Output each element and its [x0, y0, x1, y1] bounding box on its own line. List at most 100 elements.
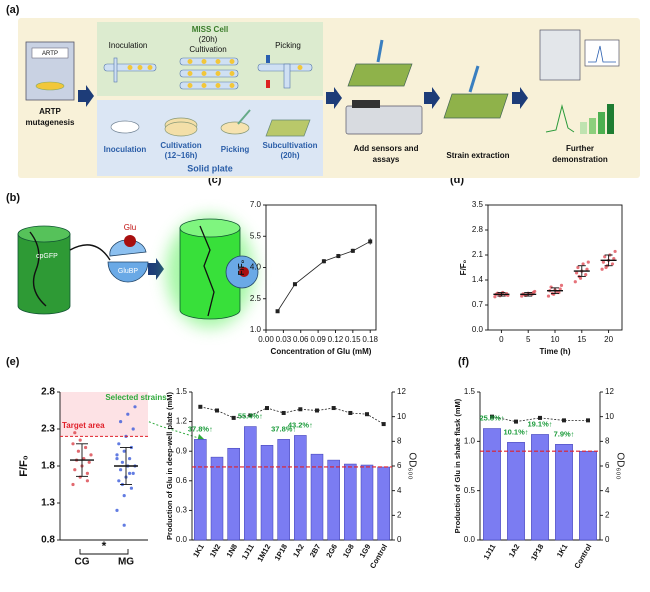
x-tick-label: 20 — [604, 335, 613, 344]
data-point — [131, 427, 135, 431]
data-point — [546, 294, 551, 298]
step-label: (20h) — [199, 35, 218, 44]
plate-reader — [345, 105, 423, 135]
step-label: Picking — [221, 145, 250, 154]
data-point — [533, 289, 537, 294]
protein-label: cpGFP — [36, 253, 58, 260]
data-point — [601, 260, 606, 264]
y-tick-label: 0.8 — [41, 535, 55, 546]
od-marker — [248, 413, 253, 418]
data-point — [493, 295, 497, 299]
percent-label: 43.2%↑ — [288, 420, 313, 429]
arrow — [512, 87, 528, 109]
pipette — [468, 65, 480, 93]
y2-tick-label: 6 — [397, 461, 402, 470]
ligand-label: Glu — [124, 223, 136, 232]
bar — [327, 459, 340, 541]
y2-tick-label: 0 — [605, 535, 610, 544]
y-tick-label: 1.8 — [41, 461, 55, 472]
well-plate — [443, 93, 509, 119]
step-label: (12~16h) — [165, 151, 198, 160]
data-point — [559, 283, 564, 287]
plot-frame — [265, 204, 377, 331]
data-point — [131, 471, 135, 475]
percent-label: 10.1%↑ — [503, 427, 528, 436]
device-label: ARTP — [42, 51, 58, 57]
percent-label: 19.1%↑ — [527, 419, 552, 428]
x-tick-label: 2B7 — [308, 542, 323, 558]
panel-label: (a) — [6, 4, 20, 16]
od-marker — [562, 418, 566, 423]
step-label: Further — [566, 144, 594, 153]
panel-label: (f) — [458, 356, 469, 368]
x-tick-label: 1J11 — [482, 542, 498, 561]
glubp-lower — [107, 261, 149, 283]
panel-label: (b) — [6, 192, 20, 204]
annotation: * — [102, 539, 107, 553]
sensor-diagram: cpGFP GluBP Glu — [17, 216, 259, 328]
box-title: Solid plate — [187, 163, 233, 173]
data-point — [119, 420, 123, 424]
y-tick-label: 0.9 — [176, 446, 188, 455]
y-axis-label: F/F₀ — [237, 259, 246, 275]
od-marker — [265, 406, 269, 411]
x-tick-label: 1K1 — [191, 542, 206, 558]
x-tick-label: 0.12 — [328, 335, 344, 344]
solid-plate-box — [97, 100, 323, 176]
data-point — [85, 479, 89, 483]
data-point — [115, 508, 119, 512]
data-point — [585, 267, 589, 271]
x-tick-label: 10 — [551, 335, 560, 344]
y-axis-label: Production of Glu in shake flask (mM) — [453, 398, 462, 533]
percent-label: 7.9%↑ — [554, 429, 575, 438]
y-tick-label: 2.1 — [472, 250, 484, 259]
marker — [292, 282, 297, 287]
y-tick-label: 7.0 — [250, 200, 262, 209]
data-point — [613, 249, 617, 254]
x-tick-label: 1P18 — [273, 542, 290, 562]
x-axis-label: Concentration of Glu (mM) — [271, 347, 372, 356]
data-point — [71, 442, 75, 446]
y2-tick-label: 10 — [605, 412, 614, 421]
line — [277, 241, 371, 312]
well-plate — [347, 63, 413, 87]
od-marker — [298, 407, 303, 412]
crack — [29, 231, 47, 307]
od-marker — [381, 422, 386, 427]
od-marker — [365, 412, 369, 417]
od-marker — [198, 404, 203, 409]
step-label: demonstration — [552, 155, 608, 164]
step-label: Add sensors and — [354, 144, 419, 153]
od-marker — [490, 414, 494, 419]
y-tick-label: 0.6 — [176, 476, 188, 485]
x-tick-label: 0.03 — [276, 335, 292, 344]
y-axis-label: F/F₀ — [18, 455, 30, 476]
y-tick-label: 2.3 — [41, 424, 55, 435]
annotation: Target area — [62, 421, 105, 430]
artp-screen — [31, 47, 69, 59]
y-tick-label: 4.0 — [250, 263, 262, 272]
y2-tick-label: 10 — [397, 412, 406, 421]
data-point — [558, 287, 562, 291]
y-tick-label: 1.2 — [176, 417, 188, 426]
arrow — [424, 87, 440, 109]
bar — [344, 463, 357, 541]
data-point — [76, 449, 80, 453]
y-tick-label: 2.8 — [472, 225, 484, 234]
od-line — [491, 416, 588, 423]
y-tick-label: 0.0 — [464, 535, 476, 544]
pipette — [376, 39, 384, 63]
data-point — [78, 438, 82, 442]
step-label: Inoculation — [109, 41, 148, 50]
step-label: Cultivation — [189, 45, 226, 54]
y-tick-label: 1.3 — [41, 498, 55, 509]
x-tick-label: 1K1 — [555, 542, 570, 558]
marker — [336, 254, 341, 259]
y-axis-label: F/F₀ — [459, 259, 468, 275]
bar — [210, 456, 224, 541]
data-point — [87, 460, 91, 464]
dish — [35, 81, 65, 91]
data-point — [604, 265, 608, 270]
step-label: Picking — [275, 41, 301, 50]
